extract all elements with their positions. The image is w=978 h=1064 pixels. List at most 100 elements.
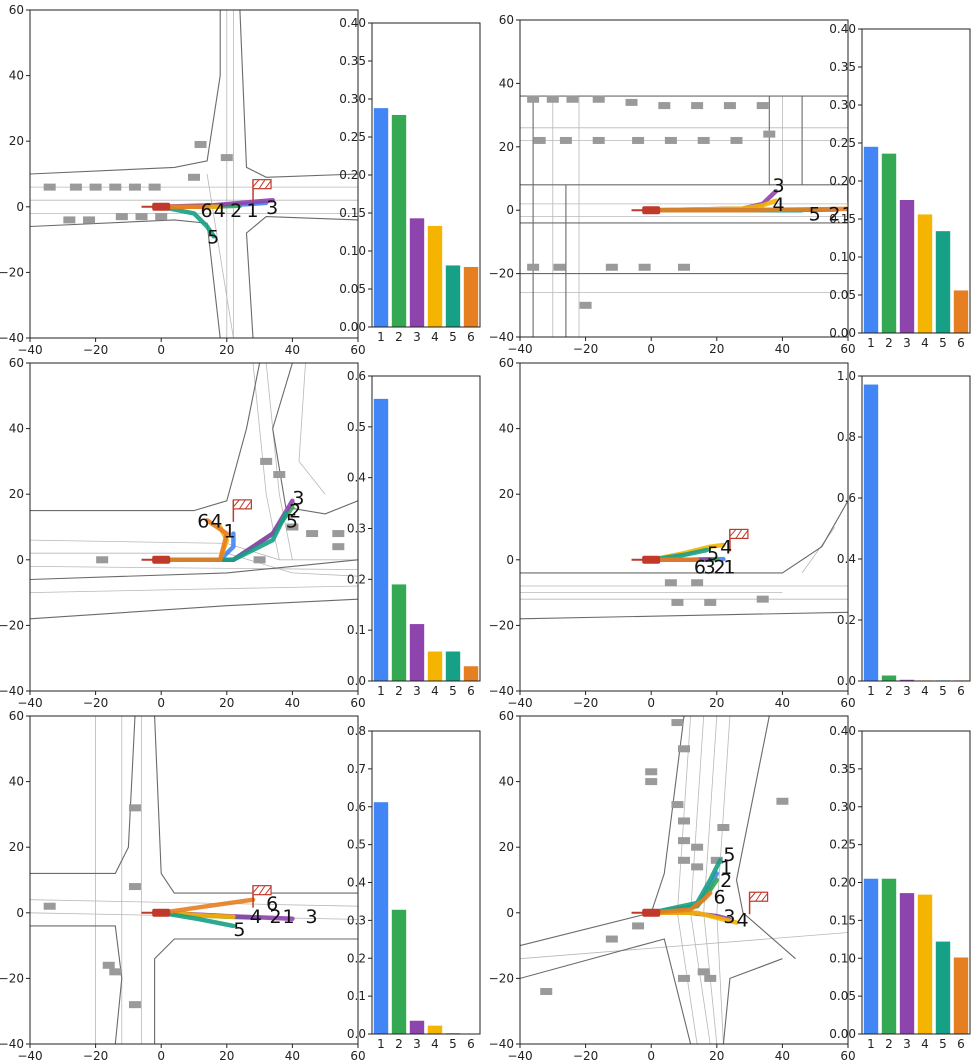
vehicle-box (664, 136, 677, 144)
goal-flag-icon (748, 891, 769, 915)
goal-flag-icon (232, 499, 252, 522)
y-tick-label: 0 (506, 906, 514, 920)
x-tick-label: 60 (840, 1049, 855, 1063)
bar-5 (935, 231, 951, 333)
ego-vehicle-icon (152, 555, 171, 564)
vehicle-box (645, 768, 658, 776)
x-tick-label: 0 (157, 343, 165, 357)
vehicle-box (632, 922, 645, 930)
bar-4 (427, 225, 443, 327)
bar-y-tick-label: 0.40 (339, 16, 366, 30)
scene-4-probability-bars: 1 2 3 4 5 6 0.0 0.2 0.4 0.6 0.8 1.0 (837, 369, 971, 698)
x-tick-label: 40 (775, 696, 790, 710)
trajectory-label: 2 (289, 501, 301, 523)
bar-y-tick-label: 0.2 (347, 572, 366, 586)
trajectory-label: 3 (292, 487, 304, 509)
y-tick-label: 20 (9, 134, 24, 148)
bar-2 (881, 153, 897, 333)
road-boundary (30, 598, 358, 620)
vehicle-box (102, 961, 115, 969)
y-tick-label: 20 (499, 840, 514, 854)
y-tick-label: 40 (9, 69, 24, 83)
bar-y-tick-label: 0.35 (829, 762, 856, 776)
vehicle-box (730, 136, 743, 144)
goal-flag-icon (252, 179, 272, 202)
bar-3 (899, 679, 915, 681)
vehicle-box (89, 183, 102, 191)
x-tick-label: 40 (285, 696, 300, 710)
bar-2 (391, 114, 407, 328)
lane-line (30, 566, 358, 570)
vehicle-box (109, 968, 122, 976)
vehicle-box (148, 183, 161, 191)
bar-category-label: 5 (449, 330, 457, 344)
y-tick-label: 40 (9, 422, 24, 436)
bar-y-tick-label: 0.3 (347, 913, 366, 927)
x-tick-label: 40 (775, 1049, 790, 1063)
trajectory-label: 4 (736, 909, 748, 931)
bar-y-tick-label: 0.40 (829, 22, 856, 36)
y-tick-label: −40 (489, 330, 514, 344)
bar-category-label: 2 (395, 330, 403, 344)
bar-1 (863, 878, 879, 1034)
vehicle-box (723, 102, 736, 110)
bar-3 (899, 200, 915, 333)
bar-category-label: 3 (413, 684, 421, 698)
y-tick-label: 60 (499, 709, 514, 723)
road-boundary (30, 925, 123, 1044)
trajectory-label: 6 (201, 200, 213, 222)
y-tick-label: 40 (499, 76, 514, 90)
y-tick-label: −40 (0, 331, 24, 345)
bar-y-tick-label: 0.4 (837, 552, 856, 566)
bar-y-tick-label: 0.8 (837, 430, 856, 444)
trajectory-label: 4 (250, 906, 262, 928)
bar-y-tick-label: 0.05 (829, 288, 856, 302)
trajectory-label: 6 (266, 893, 278, 915)
trajectory-label: 1 (720, 857, 732, 879)
vehicle-box (638, 263, 651, 271)
vehicle-box (645, 778, 658, 786)
vehicle-box (678, 745, 690, 753)
x-tick-label: −20 (573, 342, 598, 356)
bar-y-tick-label: 0.15 (339, 206, 366, 220)
x-tick-label: −40 (507, 696, 532, 710)
vehicle-box (286, 523, 299, 531)
trajectory-6 (648, 206, 848, 213)
vehicle-box (776, 797, 789, 805)
y-tick-label: −20 (489, 267, 514, 281)
vehicle-box (69, 183, 82, 191)
bar-y-tick-label: 0.7 (347, 762, 366, 776)
bar-y-tick-label: 0.00 (339, 320, 366, 334)
vehicle-box (710, 856, 723, 864)
vehicle-box (671, 598, 684, 606)
lane-line (676, 716, 698, 1044)
vehicle-box (115, 213, 128, 221)
vehicle-box (691, 863, 704, 871)
trajectory-5 (648, 858, 723, 916)
road-boundary (520, 500, 848, 574)
lane-line (30, 899, 358, 907)
bar-y-tick-label: 0.30 (829, 800, 856, 814)
bar-category-label: 6 (467, 1037, 475, 1051)
bar-y-tick-label: 0.25 (829, 136, 856, 150)
bar-y-tick-label: 0.25 (339, 130, 366, 144)
bar-y-tick-label: 0.20 (829, 174, 856, 188)
map-axes-frame (519, 715, 849, 1045)
lane-line (30, 585, 358, 593)
trajectory-label: 6 (694, 556, 706, 578)
bar-y-tick-label: 0.5 (347, 420, 366, 434)
bar-axes-frame (371, 375, 481, 682)
x-tick-label: −20 (573, 1049, 598, 1063)
road-boundary (722, 958, 783, 1044)
vehicle-box (691, 579, 704, 587)
x-tick-label: −20 (83, 1049, 108, 1063)
bar-2 (391, 909, 407, 1034)
bar-5 (445, 651, 461, 681)
road-boundary (245, 216, 358, 338)
y-tick-label: −40 (0, 684, 24, 698)
vehicle-box (704, 974, 717, 982)
vehicle-box (697, 968, 710, 976)
x-tick-label: 60 (350, 696, 365, 710)
y-tick-label: 40 (499, 422, 514, 436)
x-tick-label: 60 (350, 1049, 365, 1063)
